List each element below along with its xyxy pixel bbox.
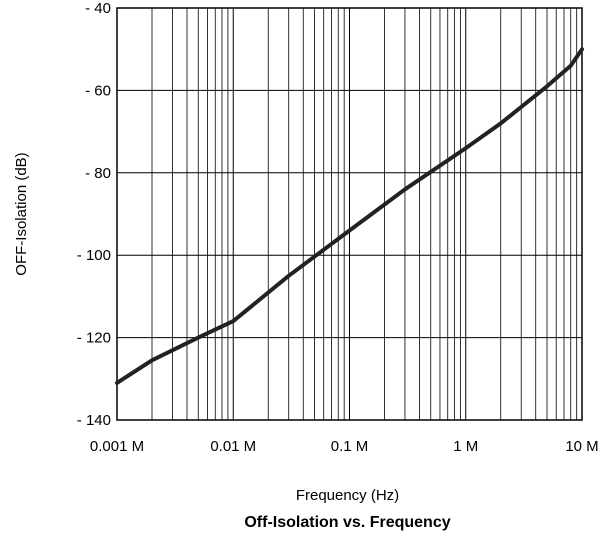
plot-frame [116, 7, 583, 421]
x-tick-label: 10 M [565, 438, 598, 455]
y-tick-labels: - 40 - 60 - 80 - 100 - 120 - 140 [77, 0, 111, 429]
chart-title: Off-Isolation vs. Frequency [244, 514, 450, 531]
y-tick-label: - 60 [85, 82, 111, 99]
series-line-1 [115, 47, 584, 385]
x-tick-label: 0.01 M [210, 438, 256, 455]
x-axis-label: Frequency (Hz) [296, 487, 399, 504]
x-tick-label: 1 M [453, 438, 478, 455]
y-tick-label: - 40 [85, 0, 111, 17]
x-tick-label: 0.001 M [90, 438, 144, 455]
y-tick-label: - 120 [77, 330, 111, 347]
y-tick-label: - 80 [85, 165, 111, 182]
x-tick-labels: 0.001 M 0.01 M 0.1 M 1 M 10 M [90, 438, 599, 455]
minor-gridlines [151, 8, 578, 420]
y-axis-label: OFF-Isolation (dB) [13, 152, 30, 275]
x-tick-label: 0.1 M [331, 438, 369, 455]
y-tick-label: - 140 [77, 412, 111, 429]
series-layer [115, 47, 584, 385]
y-tick-label: - 100 [77, 247, 111, 264]
